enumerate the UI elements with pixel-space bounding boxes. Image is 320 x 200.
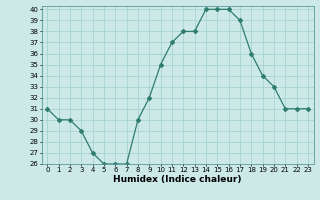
X-axis label: Humidex (Indice chaleur): Humidex (Indice chaleur)	[113, 175, 242, 184]
